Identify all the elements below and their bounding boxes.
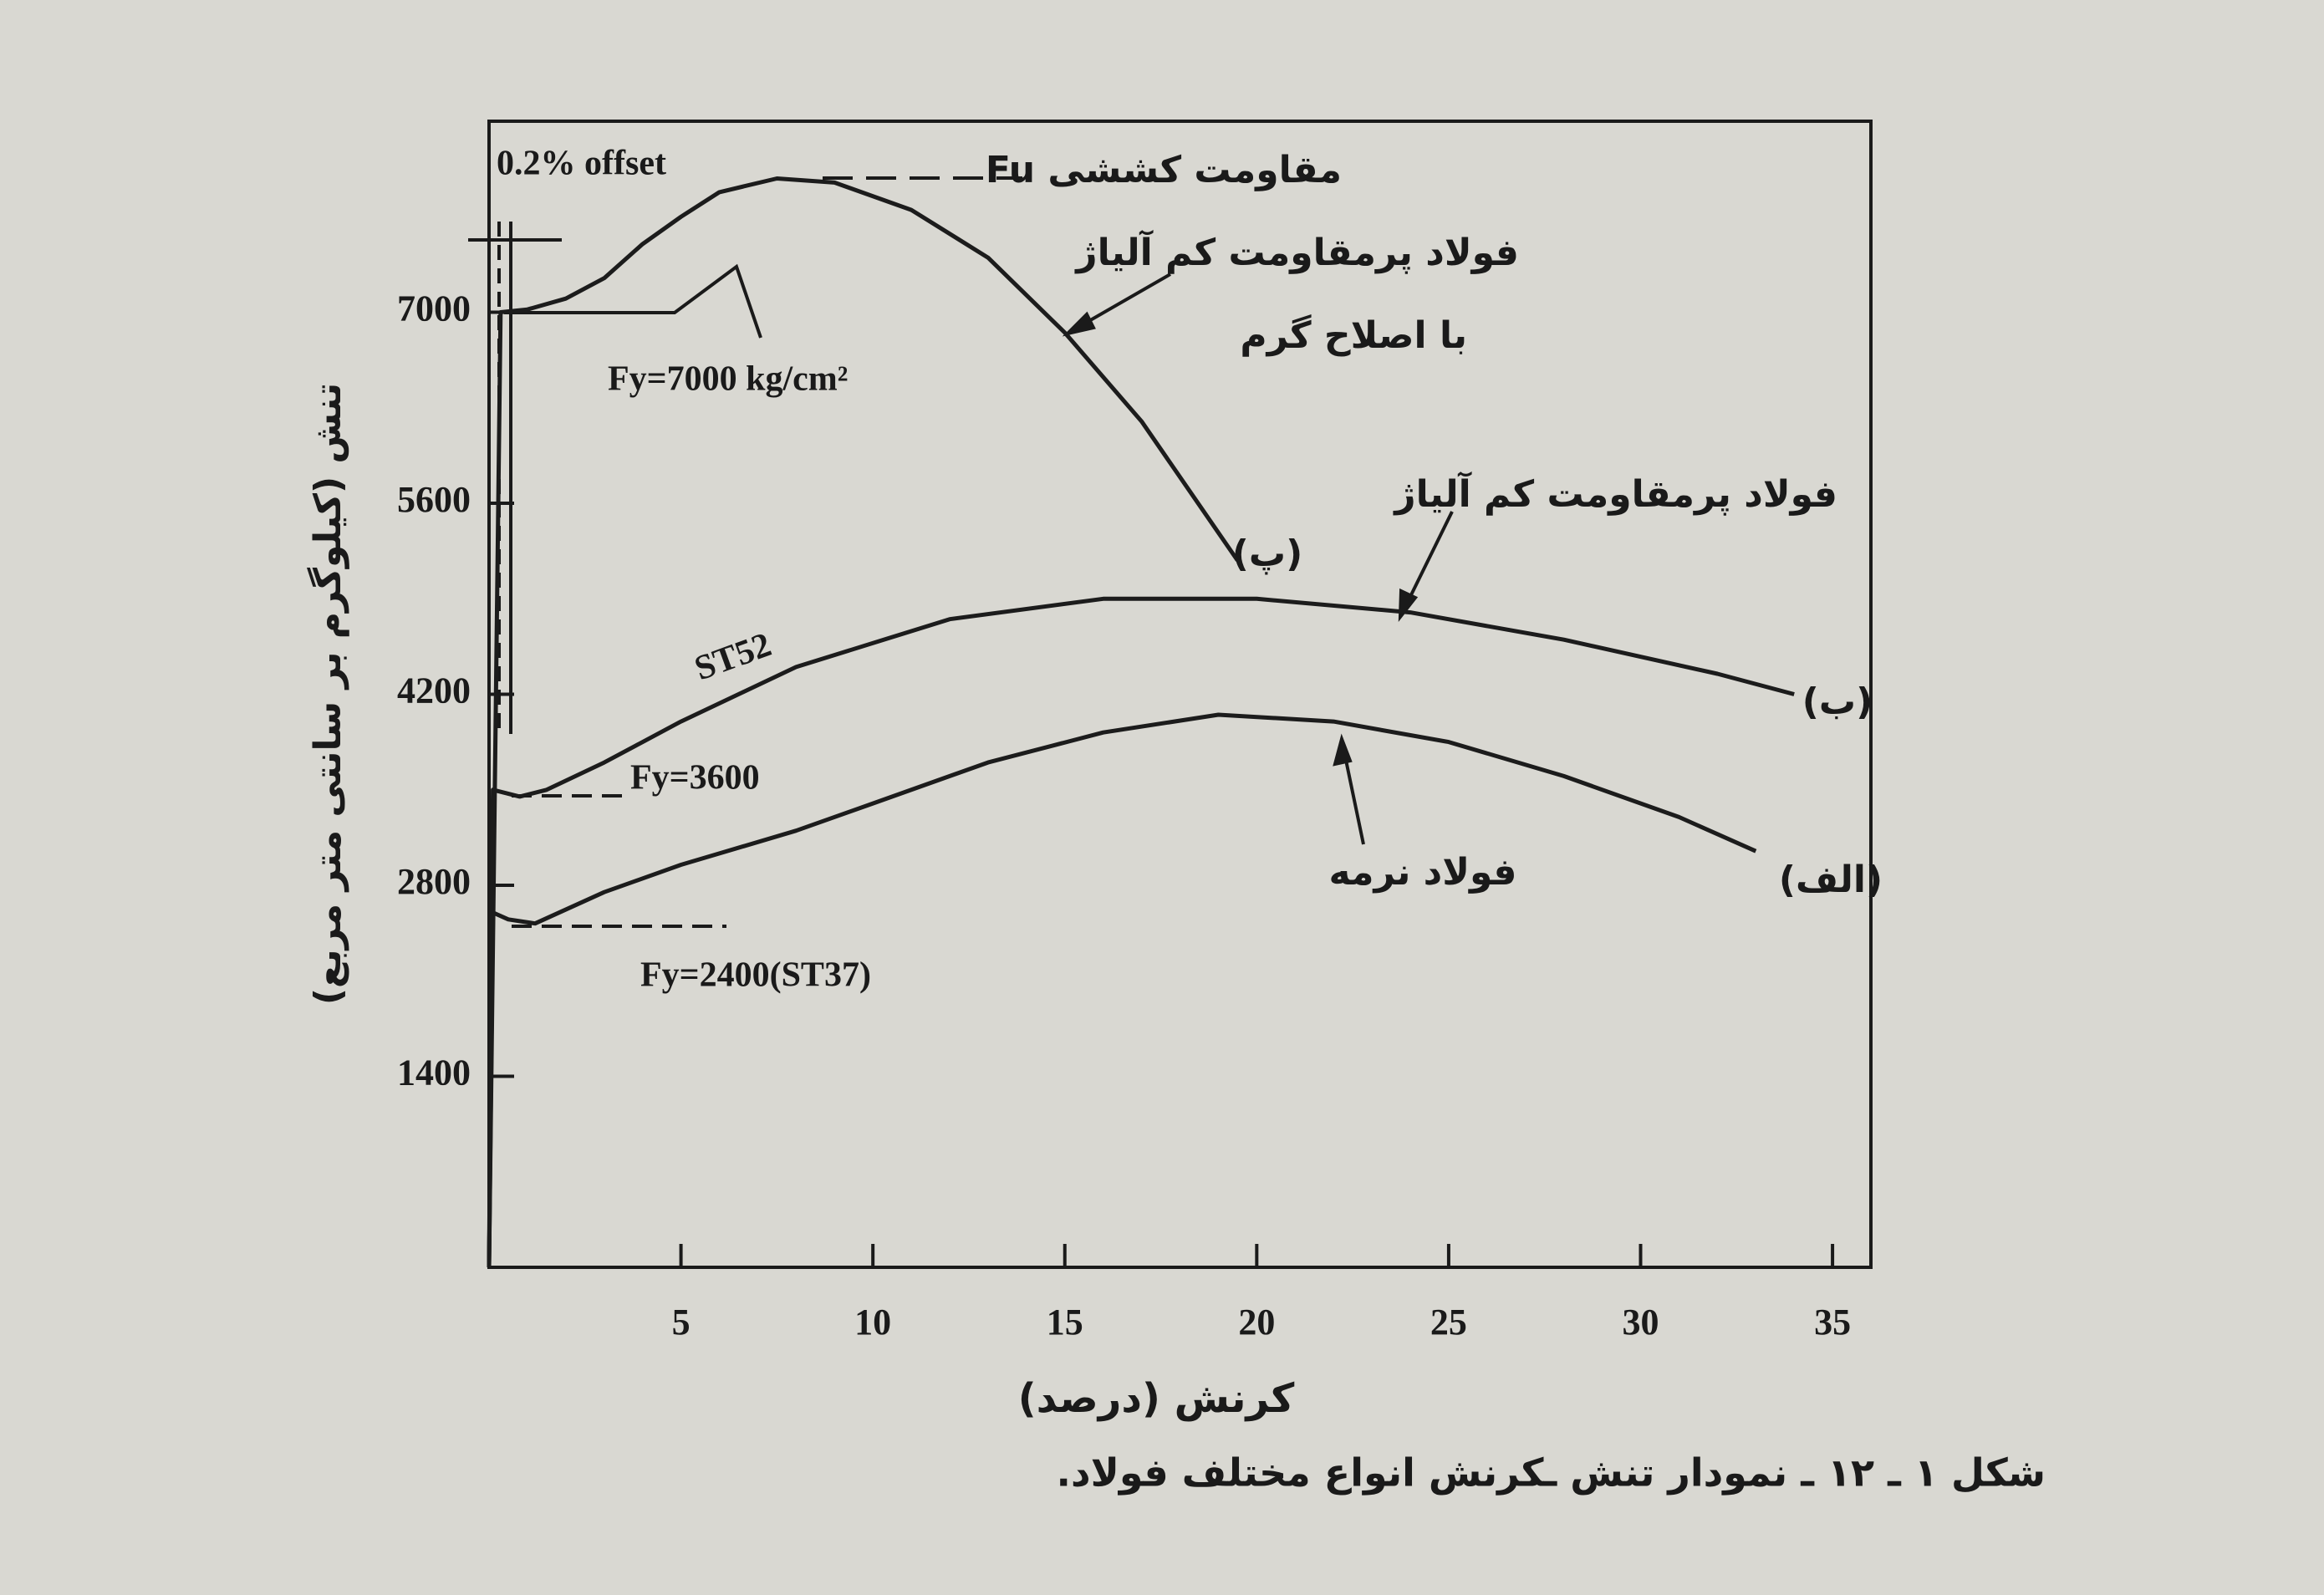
y-tick-label: 4200	[397, 670, 471, 711]
series-label: (الف)	[1779, 859, 1883, 901]
annotation: Fy=3600	[630, 759, 760, 798]
caption: شکل ۱ ـ ۱۲ ـ نمودار تنش ـکرنش انواع مختل…	[1057, 1450, 2046, 1496]
annotation: فولاد پرمقاومت کم آلیاژ	[1393, 471, 1837, 516]
x-tick-label: 5	[672, 1302, 691, 1343]
annotation: 0.2% offset	[497, 145, 666, 183]
yield-indicator	[504, 263, 762, 339]
series-label: (ب)	[1802, 680, 1873, 723]
y-tick-label: 2800	[397, 861, 471, 902]
arrowhead	[1333, 733, 1353, 767]
x-tick-label: 10	[854, 1302, 891, 1343]
annotation: با اصلاح گرم	[1240, 313, 1467, 357]
annotation: فولاد نرمه	[1329, 851, 1517, 894]
x-tick-label: 25	[1430, 1302, 1467, 1343]
x-axis-label: کرنش (درصد)	[1018, 1375, 1295, 1422]
annotation: فولاد پرمقاومت کم آلیاژ	[1074, 229, 1519, 274]
annotation: Fy=2400(ST37)	[640, 956, 871, 995]
decorations	[468, 176, 1454, 928]
annotation: Fy=7000 kg/cm²	[608, 360, 848, 399]
series-line	[487, 712, 1757, 1268]
x-tick-label: 15	[1047, 1302, 1083, 1343]
x-tick-label: 35	[1814, 1302, 1851, 1343]
annotation: مقاومت کششی Fu	[986, 149, 1342, 191]
series-label: (پ)	[1232, 533, 1302, 575]
series-line	[487, 176, 1240, 1268]
y-tick-label: 1400	[397, 1052, 471, 1093]
y-tick-label: 7000	[397, 288, 471, 329]
y-tick-label: 5600	[397, 479, 471, 520]
x-tick-label: 30	[1623, 1302, 1659, 1343]
series-line	[487, 596, 1795, 1268]
x-tick-label: 20	[1238, 1302, 1275, 1343]
y-axis-label: تنش (کیلوگرم بر سانتی متر مربع)	[306, 383, 349, 1005]
arrowhead	[1062, 311, 1096, 337]
